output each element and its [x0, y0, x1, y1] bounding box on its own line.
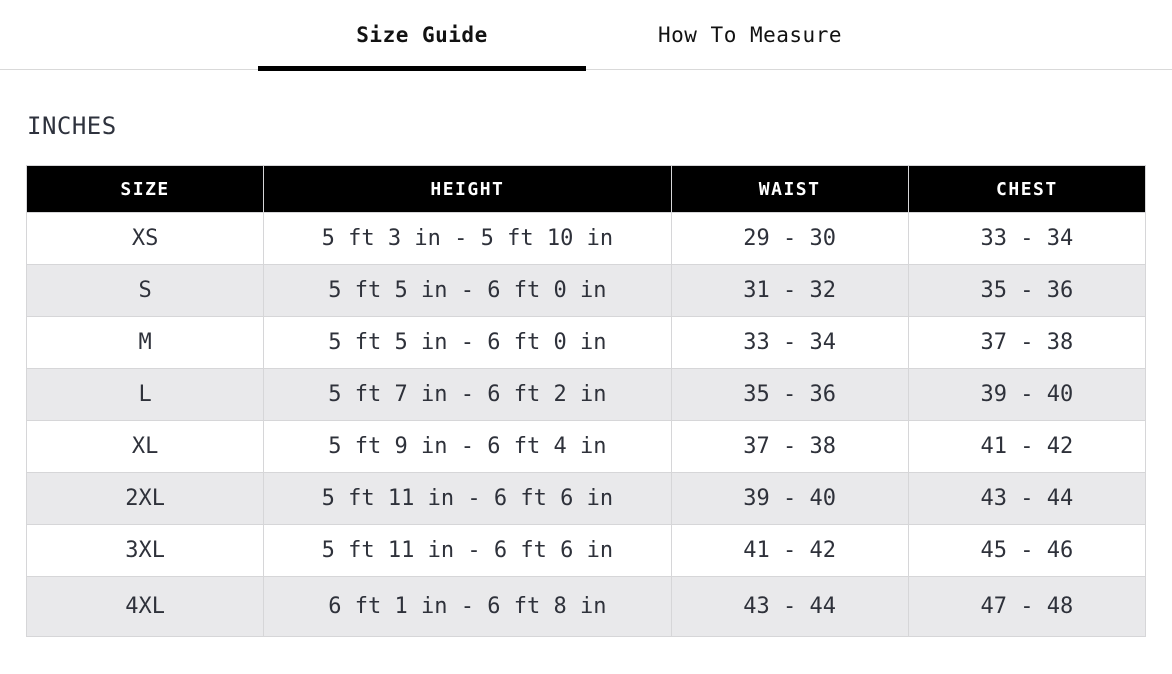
- tab-how-to-measure[interactable]: How To Measure: [586, 0, 914, 70]
- height-cell: 5 ft 9 in - 6 ft 4 in: [263, 420, 672, 473]
- column-header-waist: WAIST: [670, 165, 909, 213]
- chest-cell: 33 - 34: [907, 212, 1147, 265]
- chest-cell: 43 - 44: [907, 472, 1147, 525]
- size-cell: 4XL: [25, 576, 265, 637]
- chest-cell: 39 - 40: [907, 368, 1147, 421]
- table-header-row: SIZE HEIGHT WAIST CHEST: [25, 165, 1147, 213]
- tab-size-guide[interactable]: Size Guide: [258, 0, 586, 71]
- chest-cell: 45 - 46: [907, 524, 1147, 577]
- waist-cell: 33 - 34: [670, 316, 909, 369]
- column-header-chest: CHEST: [907, 165, 1147, 213]
- waist-cell: 41 - 42: [670, 524, 909, 577]
- size-cell: S: [25, 264, 265, 317]
- size-cell: 3XL: [25, 524, 265, 577]
- height-cell: 5 ft 5 in - 6 ft 0 in: [263, 264, 672, 317]
- table-row: 2XL 5 ft 11 in - 6 ft 6 in 39 - 40 43 - 44: [25, 472, 1147, 525]
- height-cell: 5 ft 11 in - 6 ft 6 in: [263, 472, 672, 525]
- height-cell: 5 ft 7 in - 6 ft 2 in: [263, 368, 672, 421]
- size-guide-content: INCHES SIZE HEIGHT WAIST CHEST XS 5 ft 3 …: [0, 112, 1172, 637]
- height-cell: 5 ft 5 in - 6 ft 0 in: [263, 316, 672, 369]
- waist-cell: 43 - 44: [670, 576, 909, 637]
- waist-cell: 31 - 32: [670, 264, 909, 317]
- size-table: SIZE HEIGHT WAIST CHEST XS 5 ft 3 in - 5 …: [25, 165, 1147, 637]
- table-row: 4XL 6 ft 1 in - 6 ft 8 in 43 - 44 47 - 48: [25, 576, 1147, 637]
- column-header-height: HEIGHT: [263, 165, 672, 213]
- chest-cell: 41 - 42: [907, 420, 1147, 473]
- table-row: XS 5 ft 3 in - 5 ft 10 in 29 - 30 33 - 34: [25, 212, 1147, 265]
- size-cell: L: [25, 368, 265, 421]
- height-cell: 6 ft 1 in - 6 ft 8 in: [263, 576, 672, 637]
- waist-cell: 35 - 36: [670, 368, 909, 421]
- chest-cell: 47 - 48: [907, 576, 1147, 637]
- units-heading: INCHES: [27, 112, 117, 140]
- chest-cell: 35 - 36: [907, 264, 1147, 317]
- size-cell: XS: [25, 212, 265, 265]
- table-body: XS 5 ft 3 in - 5 ft 10 in 29 - 30 33 - 34 S 5…: [25, 212, 1147, 637]
- waist-cell: 39 - 40: [670, 472, 909, 525]
- table-row: 3XL 5 ft 11 in - 6 ft 6 in 41 - 42 45 - 46: [25, 524, 1147, 577]
- waist-cell: 37 - 38: [670, 420, 909, 473]
- size-cell: 2XL: [25, 472, 265, 525]
- height-cell: 5 ft 11 in - 6 ft 6 in: [263, 524, 672, 577]
- size-cell: M: [25, 316, 265, 369]
- column-header-size: SIZE: [25, 165, 265, 213]
- table-row: XL 5 ft 9 in - 6 ft 4 in 37 - 38 41 - 42: [25, 420, 1147, 473]
- tab-bar: Size Guide How To Measure: [0, 0, 1172, 71]
- waist-cell: 29 - 30: [670, 212, 909, 265]
- tabs-group: Size Guide How To Measure: [258, 0, 914, 71]
- height-cell: 5 ft 3 in - 5 ft 10 in: [263, 212, 672, 265]
- chest-cell: 37 - 38: [907, 316, 1147, 369]
- size-cell: XL: [25, 420, 265, 473]
